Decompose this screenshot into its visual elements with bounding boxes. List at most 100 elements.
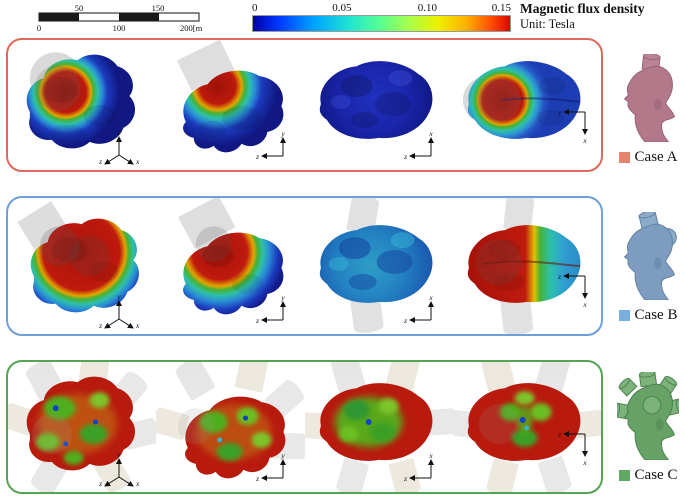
axis-corner: y z (255, 129, 286, 161)
brain-render-b1 (17, 201, 140, 313)
axis-corner: x z (403, 451, 434, 483)
head-ear (655, 418, 664, 431)
coil-array (156, 362, 305, 460)
case-b-swatch (618, 310, 630, 321)
coil-disc-front (39, 226, 80, 266)
case-a-view-iso: y z x (8, 40, 156, 170)
midline-seam (502, 97, 581, 104)
axis-label-z: z (98, 321, 102, 330)
case-c-label: Case C (634, 467, 678, 483)
axis-label-z: z (557, 430, 561, 439)
axis-label-z: z (403, 152, 407, 161)
head-coil (642, 395, 662, 415)
head-silhouette (623, 383, 675, 461)
colorbar-tick-015: 0.15 (491, 2, 511, 14)
ruler-label-50: 50 (75, 3, 84, 13)
axis-label-z: z (255, 316, 259, 325)
case-a-view-top: z x (453, 40, 601, 170)
axis-corner: z x (557, 272, 588, 308)
scale-ruler: 50 150 0 100 200[mm] (37, 3, 202, 33)
axis-label-y: y (117, 450, 122, 459)
coil-disc-front (196, 226, 232, 263)
coil-disc-front (178, 408, 214, 444)
head-model-case-b (623, 210, 677, 301)
axis-label-x: x (135, 157, 140, 166)
case-c-view-top: z x (452, 362, 601, 492)
axis-corner: x z (403, 293, 434, 325)
case-c-view-bottom: x z (304, 362, 453, 492)
coil-plate (177, 40, 235, 91)
colorbar-gradient (252, 15, 511, 32)
case-c-panel: y z x (6, 360, 603, 494)
case-a-label-row: Case A (611, 149, 685, 166)
axis-triad: y z x (98, 450, 140, 488)
ruler-label-150: 150 (152, 3, 165, 13)
brain-render-b3 (319, 198, 432, 333)
case-b-label-row: Case B (611, 307, 685, 324)
axis-label-z: z (557, 272, 561, 281)
case-a-view-bottom: x z (305, 40, 453, 170)
case-b-view-iso: y z x (8, 198, 156, 334)
brain-render-b4 (467, 198, 581, 334)
coil-disc-front (478, 404, 519, 444)
brain-render-c1 (8, 362, 157, 492)
axis-label-z: z (403, 474, 407, 483)
axis-corner: y z (255, 451, 286, 483)
axis-label-x: x (428, 293, 433, 302)
case-a-view-side: y z (156, 40, 304, 170)
case-b-view-bottom: x z (305, 198, 453, 334)
colorbar-ticks: 0 0.05 0.10 0.15 (252, 2, 511, 15)
case-c-view-iso: y z x (8, 362, 157, 492)
axis-label-y: y (280, 451, 285, 460)
head-model-case-a (623, 53, 675, 143)
head-model-case-c (613, 370, 683, 461)
coil-plate (178, 198, 236, 249)
axis-label-x: x (582, 136, 587, 144)
ruler-label-100: 100 (113, 23, 126, 33)
ruler-label-200mm: 200[mm] (180, 23, 202, 33)
coil-cylinder (346, 198, 384, 333)
case-b-panel: y z x (6, 196, 603, 336)
axis-corner: y z (255, 293, 286, 325)
head-ear (653, 256, 662, 269)
case-b-view-side: y z (156, 198, 304, 334)
axis-label-z: z (98, 479, 102, 488)
case-c-label-row: Case C (611, 467, 685, 484)
axis-label-z: z (403, 316, 407, 325)
axis-label-x: x (135, 479, 140, 488)
figure-title: Magnetic flux density (520, 1, 645, 16)
axis-corner: z x (557, 430, 588, 466)
axis-label-z: z (255, 474, 259, 483)
axis-label-y: y (117, 292, 122, 301)
axis-label-x: x (428, 129, 433, 138)
axis-label-x: x (135, 321, 140, 330)
case-b-legend: Case B (611, 210, 685, 324)
coil-disc-front (31, 414, 72, 454)
head-silhouette (623, 223, 675, 301)
axis-label-x: x (582, 300, 587, 308)
case-a-legend: Case A (611, 53, 685, 166)
axis-triad: y z x (98, 128, 140, 166)
case-c-legend: Case C (611, 370, 685, 484)
brain-render-b2 (178, 198, 284, 315)
colorbar-tick-005: 0.05 (332, 2, 352, 14)
brain-render-c3 (304, 362, 453, 492)
case-a-panel: y z x (6, 38, 603, 172)
brain-render-a2 (177, 40, 284, 153)
case-c-view-side: y z (156, 362, 305, 492)
case-c-swatch (618, 470, 630, 481)
case-a-label: Case A (634, 149, 678, 165)
axis-corner: x z (403, 129, 434, 161)
brain-render-a4 (462, 61, 581, 139)
coil-cylinder (500, 198, 534, 334)
case-b-label: Case B (634, 307, 678, 323)
coil-disc-front (476, 78, 521, 122)
ruler-label-0: 0 (37, 23, 41, 33)
case-b-view-top: z x (453, 198, 601, 334)
coil-disc-front (69, 236, 110, 276)
axis-triad: y z x (98, 292, 140, 330)
axis-label-z: z (557, 108, 561, 117)
axis-label-z: z (98, 157, 102, 166)
axis-label-z: z (255, 152, 259, 161)
case-a-swatch (618, 152, 630, 163)
